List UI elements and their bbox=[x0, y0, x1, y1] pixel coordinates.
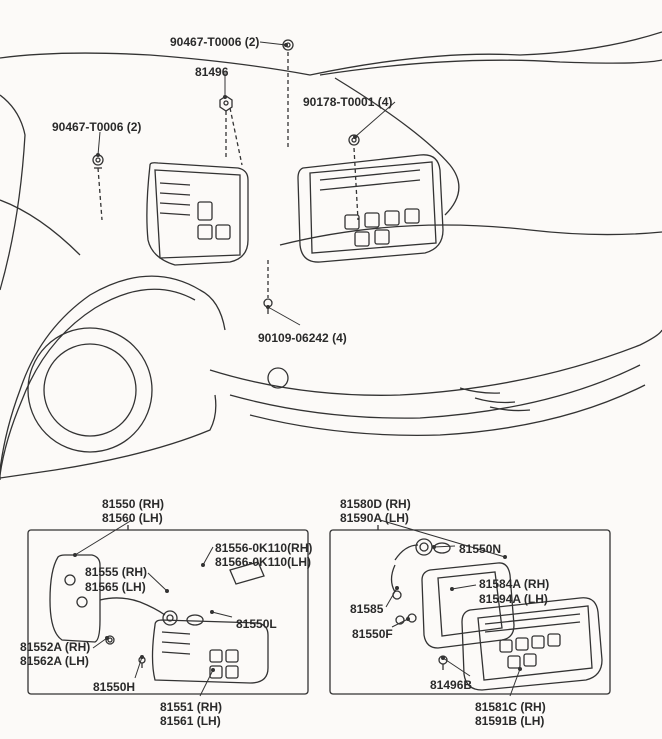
part-label-l6a: 81550 (RH) bbox=[102, 497, 164, 511]
part-label-l17: 81550F bbox=[352, 627, 393, 641]
part-label-l14: 81550N bbox=[459, 542, 501, 556]
part-label-l15a: 81584A (RH) bbox=[479, 577, 549, 591]
part-label-l12: 81550H bbox=[93, 680, 135, 694]
part-label-l7a: 81580D (RH) bbox=[340, 497, 411, 511]
part-label-l19b: 81591B (LH) bbox=[475, 714, 544, 728]
part-label-l4: 90467-T0006 (2) bbox=[52, 120, 141, 134]
part-label-l7b: 81590A (LH) bbox=[340, 511, 409, 525]
part-label-l8a: 81556-0K110(RH) bbox=[215, 541, 312, 555]
part-label-l8b: 81566-0K110(LH) bbox=[215, 555, 311, 569]
part-label-l18: 81496B bbox=[430, 678, 472, 692]
part-label-l3: 90178-T0001 (4) bbox=[303, 95, 392, 109]
part-label-l2: 81496 bbox=[195, 65, 228, 79]
part-label-l19a: 81581C (RH) bbox=[475, 700, 546, 714]
part-label-l11b: 81562A (LH) bbox=[20, 654, 89, 668]
part-label-l6b: 81560 (LH) bbox=[102, 511, 163, 525]
part-label-l10: 81550L bbox=[236, 617, 277, 631]
part-label-l15b: 81594A (LH) bbox=[479, 592, 548, 606]
part-label-l1: 90467-T0006 (2) bbox=[170, 35, 259, 49]
part-label-l11a: 81552A (RH) bbox=[20, 640, 90, 654]
part-label-l13a: 81551 (RH) bbox=[160, 700, 222, 714]
part-label-l16: 81585 bbox=[350, 602, 383, 616]
part-label-l9a: 81555 (RH) bbox=[85, 565, 147, 579]
part-label-l13b: 81561 (LH) bbox=[160, 714, 221, 728]
part-label-l9b: 81565 (LH) bbox=[85, 580, 146, 594]
part-label-l5: 90109-06242 (4) bbox=[258, 331, 347, 345]
parts-diagram bbox=[0, 0, 662, 739]
